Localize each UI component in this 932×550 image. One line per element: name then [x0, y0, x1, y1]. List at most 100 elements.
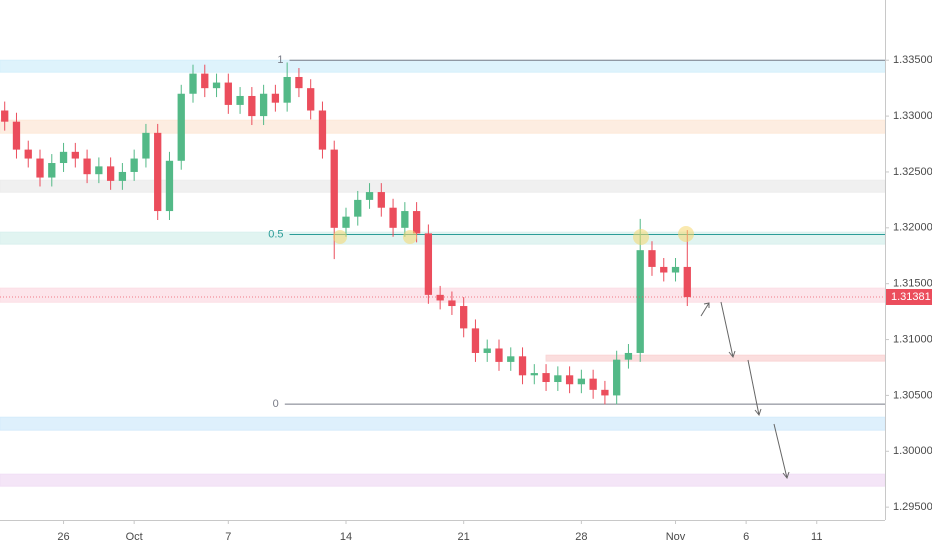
zone — [0, 179, 886, 193]
candle-body — [554, 375, 562, 383]
candle-body — [236, 95, 244, 105]
candle-body — [542, 373, 550, 383]
fib-level-label: 1 — [277, 54, 283, 66]
x-tick-label: Nov — [666, 531, 686, 543]
candle-body — [460, 306, 468, 329]
candle-body — [683, 266, 691, 298]
candle-body — [283, 76, 291, 103]
candle-body — [518, 356, 527, 376]
candle-body — [142, 132, 150, 159]
highlight — [403, 230, 417, 244]
candle-body — [259, 93, 268, 117]
candle-body — [95, 166, 103, 175]
candle-body — [471, 328, 480, 353]
candle-body — [354, 199, 362, 217]
candle-body — [330, 149, 338, 228]
candle-body — [613, 359, 621, 396]
x-tick-label: 11 — [811, 531, 822, 543]
candle-body — [671, 266, 680, 273]
candle-body — [271, 93, 280, 103]
candle-body — [377, 192, 385, 208]
candle-body — [483, 348, 491, 353]
x-tick-label: 14 — [340, 531, 352, 543]
candle-body — [307, 88, 315, 111]
candle-body — [318, 110, 327, 150]
y-tick-label: 1.33000 — [893, 110, 932, 122]
candle-body — [24, 149, 32, 159]
arrows — [700, 301, 790, 480]
candle-body — [448, 300, 456, 307]
candle-body — [106, 166, 115, 181]
candle-body — [389, 207, 397, 228]
x-tick-label: 21 — [458, 531, 470, 543]
candle-body — [636, 250, 644, 353]
candle-body — [212, 82, 221, 89]
zone — [0, 416, 886, 431]
x-tick-label: 26 — [57, 531, 69, 543]
zone — [0, 231, 886, 245]
fib-level-label: 0 — [273, 398, 279, 410]
zone — [545, 354, 886, 362]
candle-body — [177, 93, 185, 161]
candle-body — [589, 378, 597, 390]
candle-body — [424, 233, 433, 295]
candle-body — [624, 352, 633, 360]
candle-body — [59, 151, 68, 164]
y-tick-label: 1.30500 — [893, 389, 932, 401]
y-tick-label: 1.31500 — [893, 278, 932, 290]
candle-body — [577, 378, 586, 385]
arrow — [773, 423, 790, 480]
arrow — [747, 359, 762, 417]
candle-body — [189, 73, 197, 94]
highlight — [678, 226, 694, 242]
annotations — [333, 226, 694, 245]
y-tick-label: 1.30000 — [893, 445, 932, 457]
candle-body — [1, 110, 9, 122]
highlight — [333, 230, 347, 244]
candle-body — [648, 250, 656, 267]
candle-body — [71, 151, 79, 159]
candle-body — [48, 163, 56, 178]
candle-body — [248, 95, 256, 117]
candle-body — [565, 375, 574, 385]
arrow — [720, 301, 736, 359]
last-price-label: 1.31381 — [891, 291, 931, 303]
zone — [0, 59, 886, 73]
candle-body — [507, 356, 515, 362]
arrow — [700, 302, 710, 317]
candle-body — [401, 211, 409, 228]
last-price-tag — [886, 288, 932, 305]
zone — [0, 119, 886, 134]
x-tick-label: Oct — [126, 531, 143, 543]
candle-body — [601, 389, 609, 396]
candle-body — [12, 121, 21, 150]
y-tick-label: 1.29500 — [893, 501, 932, 513]
candle-body — [130, 158, 138, 172]
candle-body — [495, 348, 503, 362]
zone — [0, 473, 886, 487]
candle-body — [660, 266, 668, 273]
candle-body — [436, 294, 444, 301]
fib-level-label: 0.5 — [268, 228, 283, 240]
candle-body — [118, 171, 127, 181]
candle-body — [412, 211, 421, 234]
candle-body — [201, 73, 209, 89]
candle-body — [165, 160, 174, 212]
x-tick-label: 7 — [225, 531, 231, 543]
candle-body — [36, 158, 44, 178]
candle-body — [295, 76, 303, 89]
candle-body — [530, 373, 538, 376]
candle-body — [83, 158, 91, 175]
highlight — [633, 229, 649, 245]
y-tick-label: 1.32000 — [893, 222, 932, 234]
candle-body — [365, 192, 374, 200]
x-tick-label: 6 — [743, 531, 749, 543]
candle-body — [154, 132, 162, 212]
candle-body — [224, 82, 232, 105]
y-tick-label: 1.32500 — [893, 166, 932, 178]
x-tick-label: 28 — [575, 531, 587, 543]
y-tick-label: 1.31000 — [893, 333, 932, 345]
y-tick-label: 1.33500 — [893, 54, 932, 66]
